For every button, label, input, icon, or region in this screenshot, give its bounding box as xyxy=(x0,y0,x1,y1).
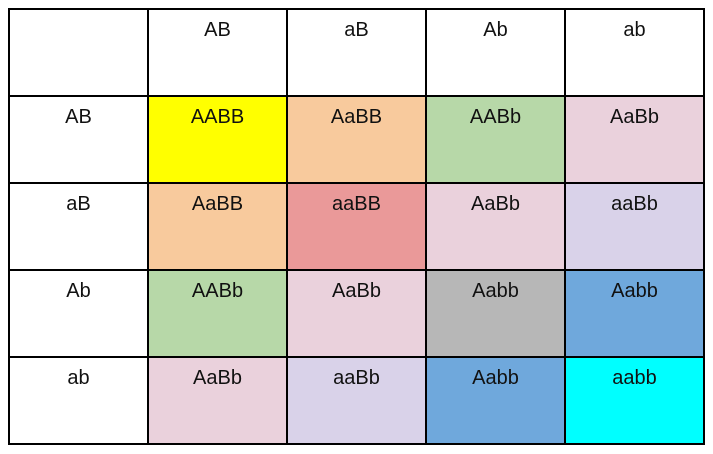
corner-cell xyxy=(10,10,149,97)
genotype-cell: AABb xyxy=(149,271,288,358)
genotype-cell: AABB xyxy=(149,97,288,184)
row-header: Ab xyxy=(10,271,149,358)
genotype-cell: AaBb xyxy=(149,358,288,445)
genotype-cell: aaBb xyxy=(566,184,705,271)
genotype-cell: AaBb xyxy=(288,271,427,358)
column-header: aB xyxy=(288,10,427,97)
row-header: ab xyxy=(10,358,149,445)
genotype-cell: AaBB xyxy=(149,184,288,271)
genotype-cell: AaBb xyxy=(566,97,705,184)
column-header: AB xyxy=(149,10,288,97)
genotype-cell: AaBB xyxy=(288,97,427,184)
genotype-cell: Aabb xyxy=(566,271,705,358)
genotype-cell: Aabb xyxy=(427,271,566,358)
column-header: ab xyxy=(566,10,705,97)
punnett-square: AB aB Ab ab AB AABB AaBB AABb AaBb aB Aa… xyxy=(8,8,705,445)
genotype-cell: Aabb xyxy=(427,358,566,445)
genotype-cell: aabb xyxy=(566,358,705,445)
row-header: aB xyxy=(10,184,149,271)
row-header: AB xyxy=(10,97,149,184)
genotype-cell: aaBB xyxy=(288,184,427,271)
column-header: Ab xyxy=(427,10,566,97)
genotype-cell: AABb xyxy=(427,97,566,184)
genotype-cell: AaBb xyxy=(427,184,566,271)
genotype-cell: aaBb xyxy=(288,358,427,445)
